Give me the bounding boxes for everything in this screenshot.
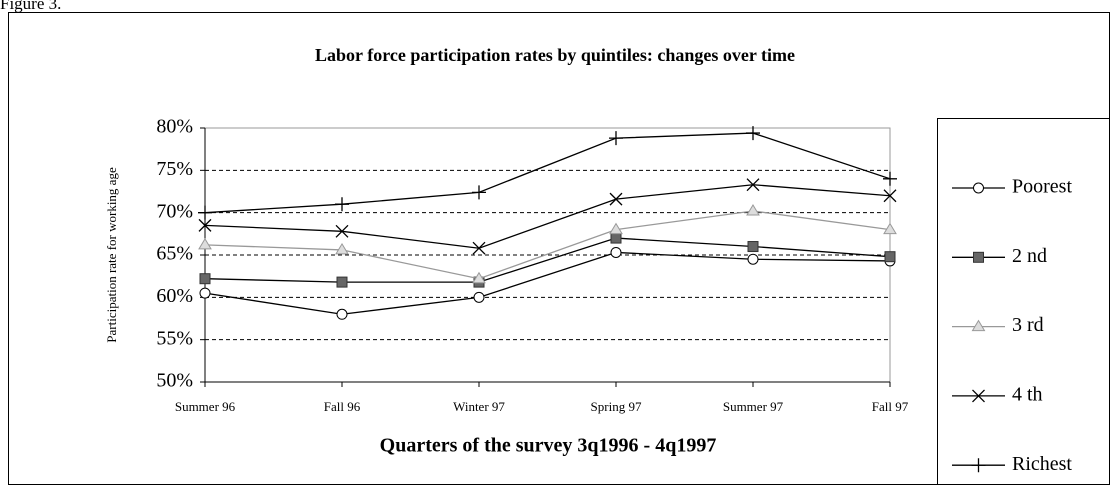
- y-tick-label: 80%: [156, 116, 193, 138]
- data-point: [473, 291, 485, 303]
- x-tick-label: Spring 97: [591, 399, 642, 414]
- chart-title: Labor force participation rates by quint…: [315, 45, 795, 65]
- y-tick-label: 65%: [156, 243, 193, 265]
- data-point: [472, 185, 486, 200]
- data-point: [198, 205, 212, 220]
- data-point: [747, 253, 759, 265]
- y-tick-label: 50%: [156, 370, 193, 392]
- data-point: [198, 237, 212, 250]
- data-point: [198, 218, 212, 232]
- y-tick-label: 75%: [156, 158, 193, 180]
- legend-marker: [972, 389, 985, 403]
- data-point: [472, 241, 486, 255]
- y-axis-title: Participation rate for working age: [104, 167, 119, 343]
- legend-marker: [971, 319, 986, 332]
- x-tick-label: Fall 96: [324, 399, 361, 414]
- y-tick-label: 60%: [156, 285, 193, 307]
- data-point: [472, 271, 486, 284]
- data-point: [335, 242, 349, 255]
- data-point: [609, 192, 623, 206]
- legend-label: 3 rd: [1012, 314, 1044, 336]
- legend-marker: [971, 458, 986, 473]
- x-axis-title: Quarters of the survey 3q1996 - 4q1997: [380, 435, 717, 457]
- x-tick-label: Winter 97: [453, 399, 505, 414]
- series-line: [204, 184, 891, 249]
- data-point: [610, 232, 622, 244]
- legend-label: Poorest: [1012, 176, 1072, 198]
- x-tick-label: Summer 96: [175, 399, 236, 414]
- legend-box: [937, 118, 1110, 485]
- data-point: [883, 222, 897, 235]
- data-point: [610, 246, 622, 258]
- caption: Figure 3.: [0, 0, 61, 13]
- y-tick-label: 55%: [156, 327, 193, 349]
- data-point: [199, 273, 211, 285]
- series-line: [204, 237, 891, 283]
- data-point: [746, 204, 760, 216]
- y-tick-label: 70%: [156, 200, 193, 222]
- data-point: [747, 241, 759, 253]
- data-point: [335, 224, 349, 238]
- data-point: [335, 197, 349, 212]
- data-point: [609, 131, 623, 146]
- series-line: [204, 251, 891, 315]
- legend-marker: [973, 251, 984, 263]
- data-point: [746, 178, 760, 192]
- series-line: [204, 210, 891, 280]
- legend-label: 4 th: [1012, 383, 1043, 405]
- legend-label: 2 nd: [1012, 245, 1047, 267]
- x-tick-label: Summer 97: [723, 399, 784, 414]
- x-tick-label: Fall 97: [872, 399, 909, 414]
- data-point: [884, 251, 896, 263]
- legend-label: Richest: [1012, 453, 1072, 475]
- data-point: [883, 171, 897, 186]
- data-point: [336, 276, 348, 288]
- series-line: [204, 132, 891, 214]
- data-point: [883, 189, 897, 203]
- legend-marker: [973, 182, 984, 194]
- data-point: [609, 222, 623, 235]
- data-point: [336, 308, 348, 320]
- data-point: [199, 287, 211, 299]
- data-point: [746, 126, 760, 141]
